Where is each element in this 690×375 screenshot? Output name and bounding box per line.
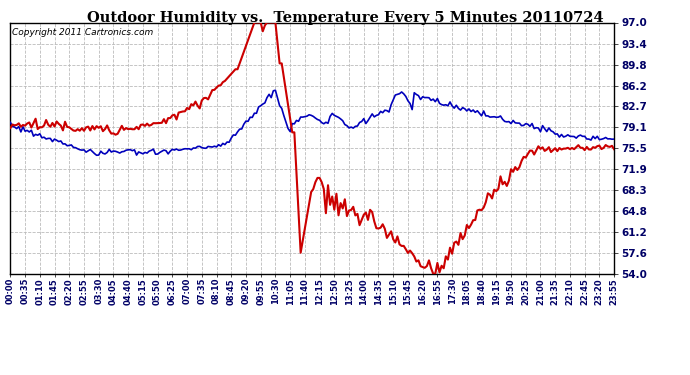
Text: Outdoor Humidity vs.  Temperature Every 5 Minutes 20110724: Outdoor Humidity vs. Temperature Every 5… <box>87 11 603 25</box>
Text: Copyright 2011 Cartronics.com: Copyright 2011 Cartronics.com <box>12 27 153 36</box>
